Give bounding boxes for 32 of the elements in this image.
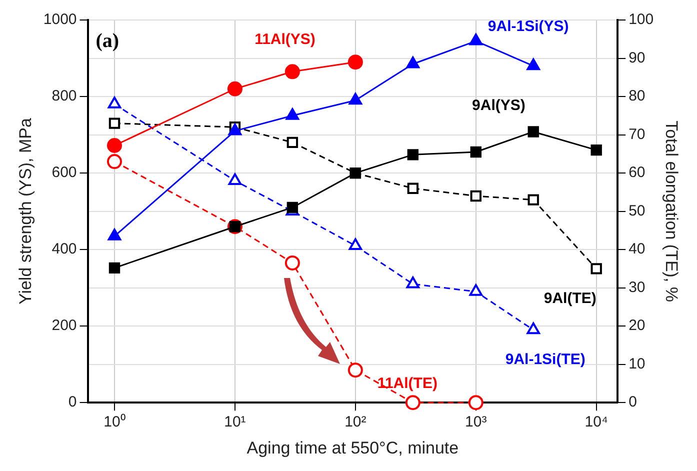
series-label: 11Al(TE)	[377, 375, 438, 392]
series-label: 9Al(YS)	[472, 96, 526, 114]
y2-tick-label: 100	[628, 11, 654, 28]
x-axis-title: Aging time at 550°C, minute	[246, 438, 459, 458]
y2-tick-label: 30	[628, 278, 646, 296]
y2-axis-title: Total elongation (TE), %	[662, 120, 682, 302]
y-tick-label: 0	[68, 394, 77, 411]
y2-tick-label: 90	[628, 49, 646, 66]
y2-tick-label: 80	[628, 88, 646, 105]
y2-tick-label: 20	[628, 317, 646, 334]
y2-tick-label: 10	[628, 355, 646, 372]
annotation: (a)	[96, 30, 120, 52]
x-tick-label: 10²	[344, 414, 366, 431]
x-tick-label: 10¹	[224, 414, 246, 431]
y-axis-title: Yield strength (YS), MPa	[16, 118, 35, 305]
y-tick-label: 400	[52, 240, 77, 258]
y-tick-label: 800	[52, 88, 77, 105]
y2-tick-label: 50	[628, 202, 646, 220]
x-tick-label: 10³	[465, 414, 487, 431]
x-tick-label: 10⁴	[584, 414, 608, 431]
series-label: 11Al(YS)	[254, 31, 316, 48]
y-tick-label: 1000	[43, 11, 77, 28]
y2-tick-label: 40	[628, 240, 646, 258]
y2-tick-label: 0	[628, 394, 637, 411]
y2-tick-label: 70	[628, 126, 646, 143]
series-label: 9Al-1Si(TE)	[505, 351, 586, 368]
y2-tick-label: 60	[628, 164, 646, 182]
y-tick-label: 200	[52, 317, 77, 334]
series-label: 9Al(TE)	[544, 290, 596, 307]
series-label: 9Al-1Si(YS)	[488, 18, 569, 36]
y-tick-label: 600	[52, 164, 77, 182]
x-tick-label: 10⁰	[104, 414, 126, 431]
